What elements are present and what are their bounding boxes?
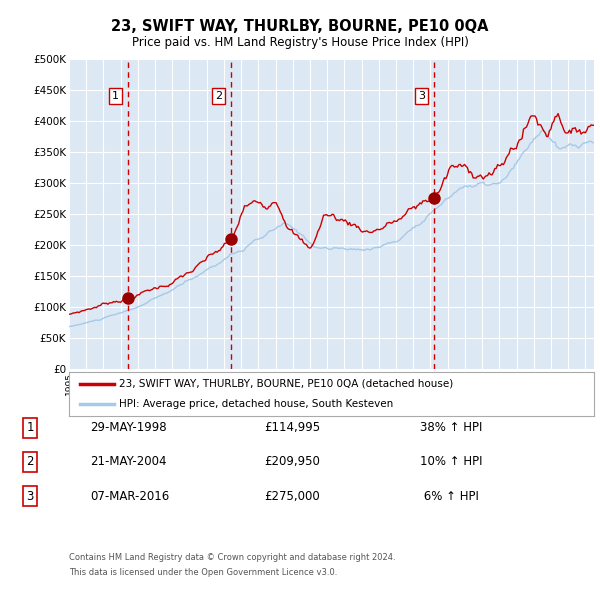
Text: 38% ↑ HPI: 38% ↑ HPI <box>420 421 482 434</box>
Text: 21-MAY-2004: 21-MAY-2004 <box>90 455 167 468</box>
Text: HPI: Average price, detached house, South Kesteven: HPI: Average price, detached house, Sout… <box>119 399 393 409</box>
Text: £275,000: £275,000 <box>264 490 320 503</box>
Text: 1: 1 <box>112 91 119 101</box>
Text: Price paid vs. HM Land Registry's House Price Index (HPI): Price paid vs. HM Land Registry's House … <box>131 36 469 49</box>
Text: 29-MAY-1998: 29-MAY-1998 <box>90 421 167 434</box>
Text: 23, SWIFT WAY, THURLBY, BOURNE, PE10 0QA: 23, SWIFT WAY, THURLBY, BOURNE, PE10 0QA <box>111 19 489 34</box>
Text: 07-MAR-2016: 07-MAR-2016 <box>90 490 169 503</box>
Text: 23, SWIFT WAY, THURLBY, BOURNE, PE10 0QA (detached house): 23, SWIFT WAY, THURLBY, BOURNE, PE10 0QA… <box>119 379 453 389</box>
Text: 2: 2 <box>26 455 34 468</box>
Text: 2: 2 <box>215 91 223 101</box>
Text: 10% ↑ HPI: 10% ↑ HPI <box>420 455 482 468</box>
Text: 1: 1 <box>26 421 34 434</box>
Text: £209,950: £209,950 <box>264 455 320 468</box>
Text: £114,995: £114,995 <box>264 421 320 434</box>
Text: 3: 3 <box>26 490 34 503</box>
Text: This data is licensed under the Open Government Licence v3.0.: This data is licensed under the Open Gov… <box>69 568 337 577</box>
Text: 3: 3 <box>418 91 425 101</box>
Text: 6% ↑ HPI: 6% ↑ HPI <box>420 490 479 503</box>
Text: Contains HM Land Registry data © Crown copyright and database right 2024.: Contains HM Land Registry data © Crown c… <box>69 553 395 562</box>
